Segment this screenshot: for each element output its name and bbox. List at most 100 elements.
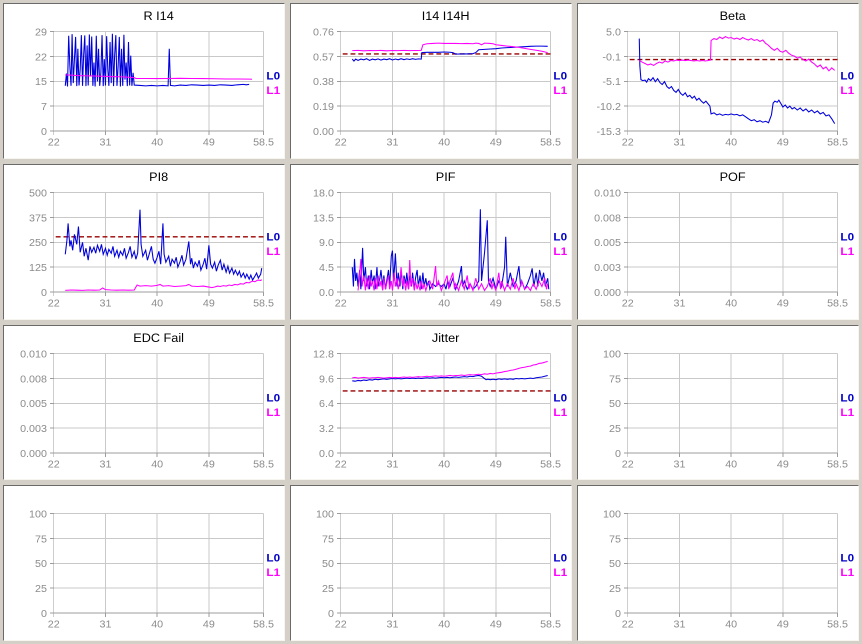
series-l0-trace — [352, 374, 548, 382]
x-tick-label: 58.5 — [253, 136, 274, 148]
chart-panel-empty-1: 100 75 50 25 0 22 31 40 49 58.5 L0 L1 — [577, 324, 859, 481]
y-tick-label: 100 — [316, 509, 334, 521]
x-tick-labels: 22 31 40 49 58.5 — [622, 458, 848, 470]
chart-title: R I14 — [143, 9, 173, 23]
y-tick-label: 250 — [29, 237, 47, 249]
x-tick-labels: 22 31 40 49 58.5 — [335, 619, 561, 631]
y-tick-label: 0 — [615, 447, 621, 459]
axes — [49, 191, 264, 296]
y-tick-label: 25 — [609, 423, 621, 435]
x-tick-label: 31 — [387, 136, 399, 148]
x-tick-label: 58.5 — [540, 297, 561, 309]
x-tick-label: 22 — [622, 136, 634, 148]
x-tick-label: 40 — [151, 619, 163, 631]
legend-l0: L0 — [840, 71, 854, 83]
x-tick-label: 58.5 — [540, 619, 561, 631]
y-tick-label: 0.38 — [313, 76, 334, 88]
y-tick-label: 0.010 — [20, 348, 47, 360]
x-tick-label: 31 — [387, 297, 399, 309]
x-tick-labels: 22 31 40 49 58.5 — [48, 136, 274, 148]
chart-panel-empty-2: 100 75 50 25 0 22 31 40 49 58.5 L0 L1 — [3, 485, 285, 641]
y-tick-label: 75 — [609, 373, 621, 385]
legend-l0: L0 — [553, 231, 567, 243]
x-tick-label: 49 — [203, 619, 215, 631]
y-tick-labels: 0.010 0.008 0.005 0.003 0.000 — [20, 348, 47, 459]
x-tick-label: 22 — [335, 297, 347, 309]
series-l1-trace — [357, 258, 549, 293]
legend-l1: L1 — [840, 567, 854, 579]
series-l1-trace — [65, 279, 263, 291]
legend-l1: L1 — [840, 406, 854, 418]
chart-title: Jitter — [432, 331, 459, 345]
x-tick-label: 49 — [203, 297, 215, 309]
chart-title: PIF — [436, 170, 456, 184]
x-tick-label: 49 — [777, 619, 789, 631]
x-tick-label: 40 — [438, 458, 450, 470]
y-tick-labels: 0.76 0.57 0.38 0.19 0.00 — [313, 27, 334, 138]
x-tick-labels: 22 31 40 49 58.5 — [335, 297, 561, 309]
x-tick-label: 58.5 — [253, 458, 274, 470]
x-tick-label: 40 — [438, 136, 450, 148]
gridlines — [627, 191, 838, 293]
y-tick-labels: 100 75 50 25 0 — [603, 509, 621, 620]
x-tick-labels: 22 31 40 49 58.5 — [622, 136, 848, 148]
x-tick-label: 31 — [100, 619, 112, 631]
y-tick-label: 0.005 — [20, 398, 47, 410]
x-tick-label: 31 — [100, 297, 112, 309]
x-tick-label: 40 — [151, 297, 163, 309]
legend-l0: L0 — [266, 553, 280, 565]
series-l1-trace — [352, 360, 548, 379]
y-tick-label: 50 — [35, 559, 47, 571]
x-tick-label: 58.5 — [827, 619, 848, 631]
chart-panel-i14-i14h: 0.76 0.57 0.38 0.19 0.00 22 31 40 49 58.5 I14 I14H… — [290, 3, 572, 159]
chart-canvas-empty-3: 100 75 50 25 022 31 40 49 58.5 L0 L1 — [316, 509, 568, 631]
x-tick-label: 31 — [674, 458, 686, 470]
x-tick-label: 22 — [335, 458, 347, 470]
gridlines — [627, 513, 838, 614]
y-tick-label: 0.0 — [319, 287, 334, 299]
legend-l0: L0 — [840, 392, 854, 404]
x-tick-label: 58.5 — [827, 136, 848, 148]
y-tick-label: 9.0 — [319, 237, 334, 249]
chart-canvas-beta: 5.0 -0.1 -5.1 -10.2 -15.322 31 40 49 58.5 Beta L0 L… — [596, 9, 854, 148]
series-l1-trace — [65, 74, 253, 80]
y-tick-label: 50 — [609, 398, 621, 410]
legend-l0: L0 — [266, 71, 280, 83]
series-l0-trace — [64, 33, 250, 87]
y-tick-label: 500 — [29, 187, 47, 199]
x-tick-label: 40 — [725, 136, 737, 148]
series-l0-trace — [638, 38, 836, 124]
y-tick-label: 0.003 — [20, 423, 47, 435]
x-tick-label: 49 — [203, 458, 215, 470]
legend-l1: L1 — [266, 567, 280, 579]
y-tick-label: 25 — [35, 583, 47, 595]
x-tick-label: 58.5 — [827, 297, 848, 309]
gridlines — [53, 513, 264, 614]
legend-l1: L1 — [266, 85, 280, 97]
chart-panel-pif: 18.0 13.5 9.0 4.5 0.0 22 31 40 49 58.5 PIF L0 L1 — [290, 163, 572, 320]
legend-l0: L0 — [840, 231, 854, 243]
y-tick-label: -15.3 — [596, 126, 621, 138]
legend-l0: L0 — [840, 553, 854, 565]
y-tick-label: 15 — [35, 76, 47, 88]
chart-panel-empty-3: 100 75 50 25 0 22 31 40 49 58.5 L0 L1 — [290, 485, 572, 641]
axes — [49, 31, 264, 135]
x-tick-label: 40 — [725, 619, 737, 631]
x-tick-label: 31 — [100, 136, 112, 148]
x-tick-label: 49 — [203, 136, 215, 148]
x-tick-label: 22 — [48, 619, 60, 631]
x-tick-label: 31 — [674, 297, 686, 309]
series-l1-trace — [352, 42, 548, 54]
y-tick-labels: 29 22 15 7 0 — [35, 27, 47, 138]
y-tick-label: 0.005 — [594, 237, 621, 249]
x-tick-label: 58.5 — [253, 619, 274, 631]
y-tick-label: 29 — [35, 27, 47, 39]
y-tick-labels: 0.010 0.008 0.005 0.003 0.000 — [594, 187, 621, 298]
legend-l1: L1 — [553, 567, 567, 579]
y-tick-label: 0.0 — [319, 447, 334, 459]
chart-title: EDC Fail — [133, 331, 184, 345]
y-tick-label: 0.008 — [594, 212, 621, 224]
axes — [49, 352, 264, 457]
x-tick-label: 31 — [387, 619, 399, 631]
